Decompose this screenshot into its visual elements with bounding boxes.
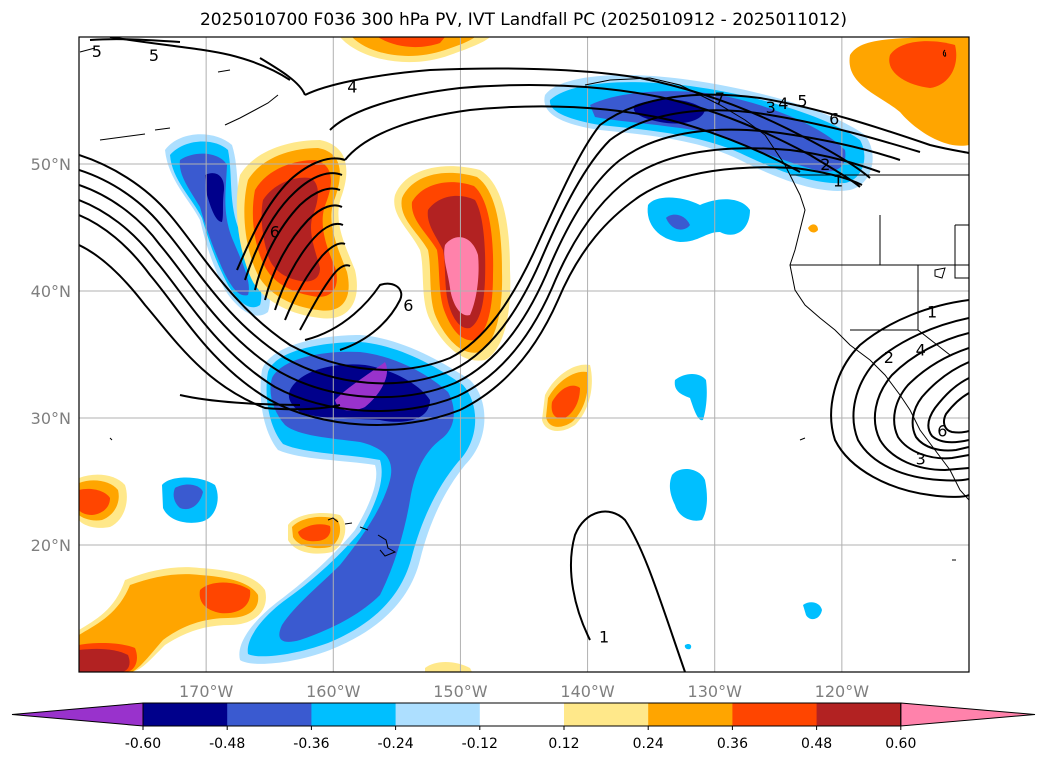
contour-value-label: 4 [347,78,357,97]
colorbar-segment [732,703,818,726]
colorbar-segment [227,703,312,726]
colorbar-tick-label: 0.24 [633,736,664,752]
latitude-tick-label: 50°N [31,155,71,174]
colorbar-tick-label: -0.12 [462,736,498,752]
latitude-tick-labels: 20°N 30°N 40°N 50°N [31,155,71,555]
shaded-field [79,37,969,672]
longitude-tick-label: 170°W [179,682,234,701]
colorbar-tick-label: -0.24 [377,736,413,752]
contour-value-label: 6 [829,109,839,128]
coastlines [79,47,969,561]
colorbar-tick-label: 0.36 [717,736,748,752]
contour-value-label: 7 [715,89,725,108]
colorbar-outline [142,702,902,727]
longitude-tick-label: 150°W [433,682,488,701]
longitude-tick-label: 120°W [815,682,870,701]
colorbar-segment [311,703,397,726]
longitude-tick-label: 140°W [560,682,615,701]
contour-value-label: 3 [766,98,776,117]
colorbar-tick-label: -0.48 [209,736,245,752]
longitude-tick-labels: 170°W 160°W 150°W 140°W 130°W 120°W [179,682,869,701]
latitude-tick-label: 40°N [31,282,71,301]
gridlines [79,37,969,672]
contour-value-label: 5 [797,92,807,111]
contour-value-label: 4 [778,94,788,113]
colorbar-segment [816,703,902,726]
colorbar-tick-label: 0.60 [885,736,916,752]
contour-value-label: 5 [92,42,102,61]
colorbar-segment [648,703,733,726]
colorbar-segment [564,703,649,726]
contour-lines [79,37,969,672]
colorbar-segment [143,703,228,726]
longitude-tick-label: 160°W [306,682,361,701]
map-title: 2025010700 F036 300 hPa PV, IVT Landfall… [199,10,847,30]
contour-value-label: 6 [403,296,413,315]
colorbar-extension-min [11,702,144,727]
contour-value-label: 1 [599,627,609,646]
colorbar-tick-label: 0.48 [801,736,832,752]
contour-value-label: 6 [937,422,947,441]
map-frame [78,36,970,673]
colorbar-segment [479,703,565,726]
colorbar-extension-max [900,702,1036,727]
colorbar [11,702,1036,727]
contour-value-label: 1 [927,302,937,321]
colorbar-tick-label: -0.60 [125,736,161,752]
colorbar-tick-label: -0.36 [293,736,329,752]
contour-value-label: 6 [270,222,280,241]
contour-value-label: 2 [820,155,830,174]
colorbar-tick-label: 0.12 [548,736,579,752]
colorbar-segment [395,703,481,726]
longitude-tick-label: 130°W [688,682,743,701]
contour-value-label: 4 [916,340,926,359]
contour-value-label: 1 [833,172,843,191]
colorbar-tick-labels: -0.60 -0.48 -0.36 -0.24 -0.12 0.12 0.24 0.36 0.4… [125,726,916,752]
contour-value-label: 5 [149,46,159,65]
latitude-tick-label: 20°N [31,536,71,555]
contour-value-label: 2 [884,348,894,367]
contour-value-label: 3 [916,450,926,469]
latitude-tick-label: 30°N [31,409,71,428]
